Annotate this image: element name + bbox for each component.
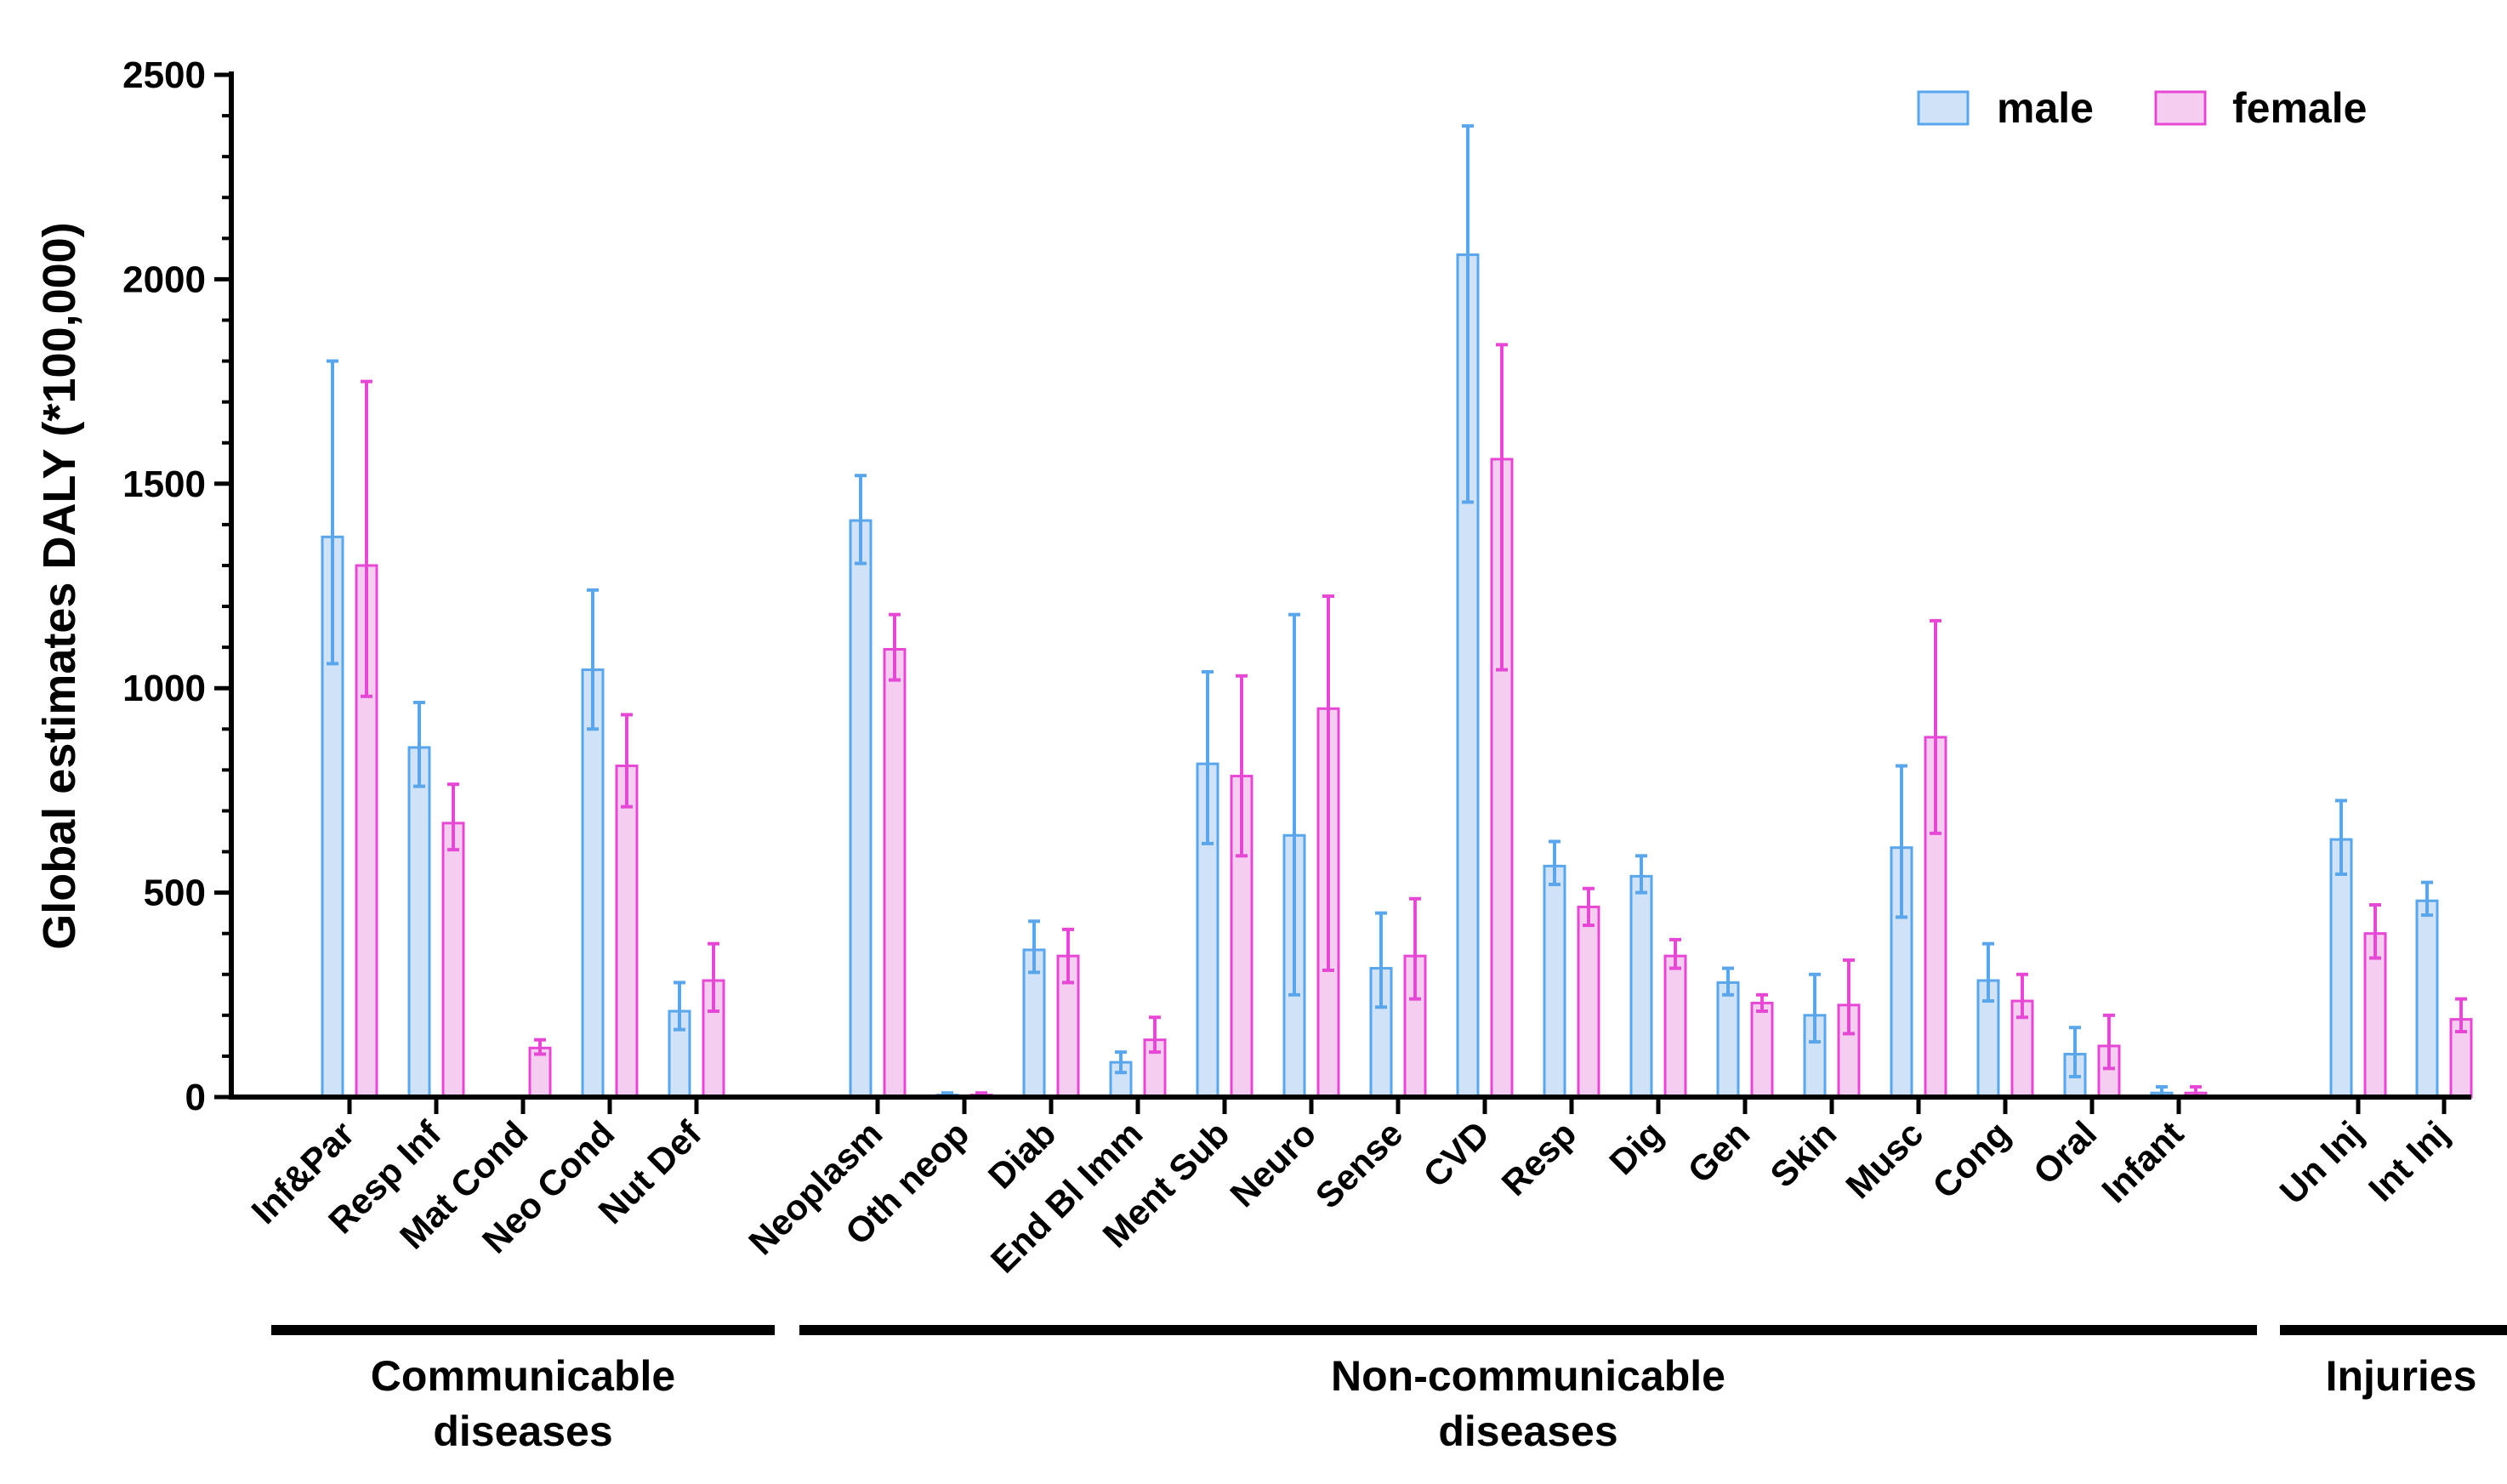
y-tick-label: 0 — [185, 1077, 206, 1118]
error-bar-female-int-inj — [2455, 997, 2467, 1034]
error-bar-male-gen — [1722, 966, 1734, 997]
error-bar-female-resp-inf — [447, 782, 459, 852]
x-tick-label-int-inj: Int Inj — [2361, 1113, 2456, 1208]
legend-label-female: female — [2232, 84, 2367, 132]
error-bar-female-dig — [1669, 937, 1681, 970]
error-bar-male-ment-sub — [1202, 669, 1214, 845]
bar-female-dig — [1663, 954, 1687, 1099]
error-bar-male-cong — [1982, 941, 1994, 1004]
bar-male-neo-cond — [581, 668, 605, 1099]
group-label-non-communicable-diseases-line1: Non-communicable — [1331, 1352, 1725, 1400]
error-bar-female-skin — [1843, 958, 1855, 1036]
error-bar-male-int-inj — [2421, 880, 2433, 918]
x-tick-label-skin: Skin — [1762, 1113, 1844, 1195]
error-bar-female-cong — [2016, 972, 2028, 1020]
error-bar-female-neo-cond — [621, 713, 633, 809]
y-tick-label: 1500 — [122, 463, 206, 505]
error-bar-male-skin — [1809, 972, 1821, 1044]
error-bar-male-end-bl-imm — [1115, 1050, 1127, 1075]
x-tick-label-gen: Gen — [1680, 1113, 1757, 1191]
y-axis: 0 500 1000 1500 2000 2500 — [122, 54, 234, 1118]
error-bar-female-sense — [1409, 896, 1421, 1001]
error-bar-female-neoplasm — [889, 612, 901, 682]
x-tick-label-resp: Resp — [1494, 1113, 1584, 1203]
y-tick-label: 2000 — [122, 259, 206, 300]
bar-male-gen — [1716, 981, 1740, 1099]
x-tick-label-cvd: CVD — [1415, 1113, 1497, 1195]
error-bar-female-un-inj — [2369, 903, 2381, 960]
error-bar-male-nut-def — [674, 981, 685, 1032]
group-brackets: Communicable diseases Non-communicable dise… — [271, 1325, 2507, 1455]
error-bar-female-musc — [1930, 618, 1941, 835]
y-axis-title: Global estimates DALY (*100,000) — [34, 222, 85, 949]
error-bar-female-gen — [1756, 992, 1768, 1014]
y-tick-label: 1000 — [122, 668, 206, 709]
y-tick-label: 2500 — [122, 54, 206, 96]
x-tick-label-neuro: Neuro — [1222, 1113, 1323, 1214]
bar-male-dig — [1629, 874, 1653, 1099]
bar-male-un-inj — [2329, 838, 2353, 1099]
legend-swatch-female — [2154, 90, 2207, 126]
x-tick-label-sense: Sense — [1308, 1113, 1411, 1216]
error-bar-male-resp-inf — [413, 701, 425, 788]
x-tick-label-cong: Cong — [1924, 1113, 2017, 1206]
error-bar-male-un-inj — [2335, 799, 2347, 876]
error-bar-male-inf-par — [327, 359, 338, 666]
legend-label-male: male — [1997, 84, 2094, 132]
error-bar-male-resp — [1549, 839, 1560, 886]
x-tick-label-dig: Dig — [1601, 1113, 1670, 1182]
error-bar-male-oral — [2069, 1026, 2081, 1078]
error-bar-female-cvd — [1496, 343, 1508, 672]
legend-swatch-male — [1917, 90, 1970, 126]
group-label-non-communicable-diseases-line2: diseases — [1438, 1407, 1617, 1455]
y-tick-label: 500 — [144, 873, 206, 914]
bar-male-resp — [1543, 864, 1566, 1099]
bar-female-gen — [1750, 1001, 1774, 1099]
bar-female-resp — [1577, 905, 1600, 1099]
y-axis-title-group: Global estimates DALY (*100,000) — [34, 222, 85, 949]
error-bar-male-sense — [1375, 911, 1387, 1009]
error-bars-layer — [327, 124, 2467, 1097]
error-bar-male-diab — [1028, 919, 1040, 975]
bar-male-neoplasm — [849, 519, 873, 1099]
error-bar-female-nut-def — [708, 941, 719, 1014]
error-bar-female-mat-cond — [534, 1038, 546, 1056]
bar-female-resp-inf — [441, 822, 465, 1099]
error-bar-female-neuro — [1322, 594, 1334, 972]
error-bar-male-cvd — [1462, 124, 1474, 504]
error-bar-female-resp — [1583, 886, 1595, 928]
error-bar-male-musc — [1896, 764, 1907, 919]
error-bar-male-neuro — [1288, 612, 1300, 997]
error-bar-female-diab — [1062, 927, 1074, 985]
group-label-injuries-line1: Injuries — [2326, 1352, 2477, 1400]
bar-male-resp-inf — [407, 746, 431, 1099]
bars-layer — [321, 253, 2473, 1099]
bar-female-neo-cond — [615, 765, 639, 1099]
x-tick-label-oral: Oral — [2026, 1113, 2105, 1192]
error-bar-male-neo-cond — [587, 588, 599, 731]
x-tick-label-infant: Infant — [2094, 1113, 2191, 1210]
error-bar-female-oral — [2103, 1013, 2115, 1071]
legend: male female — [1917, 84, 2367, 132]
error-bar-female-end-bl-imm — [1149, 1015, 1161, 1055]
error-bar-male-dig — [1635, 854, 1647, 895]
bar-male-int-inj — [2415, 899, 2439, 1099]
error-bar-female-inf-par — [361, 379, 372, 698]
group-label-communicable-diseases-line2: diseases — [433, 1407, 612, 1455]
group-label-communicable-diseases-line1: Communicable — [371, 1352, 675, 1400]
bar-female-neoplasm — [883, 648, 907, 1099]
x-tick-label-un-inj: Un Inj — [2272, 1113, 2371, 1212]
error-bar-male-neoplasm — [855, 474, 867, 566]
error-bar-female-ment-sub — [1236, 674, 1248, 858]
x-axis — [229, 1095, 2471, 1114]
x-tick-label-musc: Musc — [1838, 1113, 1930, 1206]
